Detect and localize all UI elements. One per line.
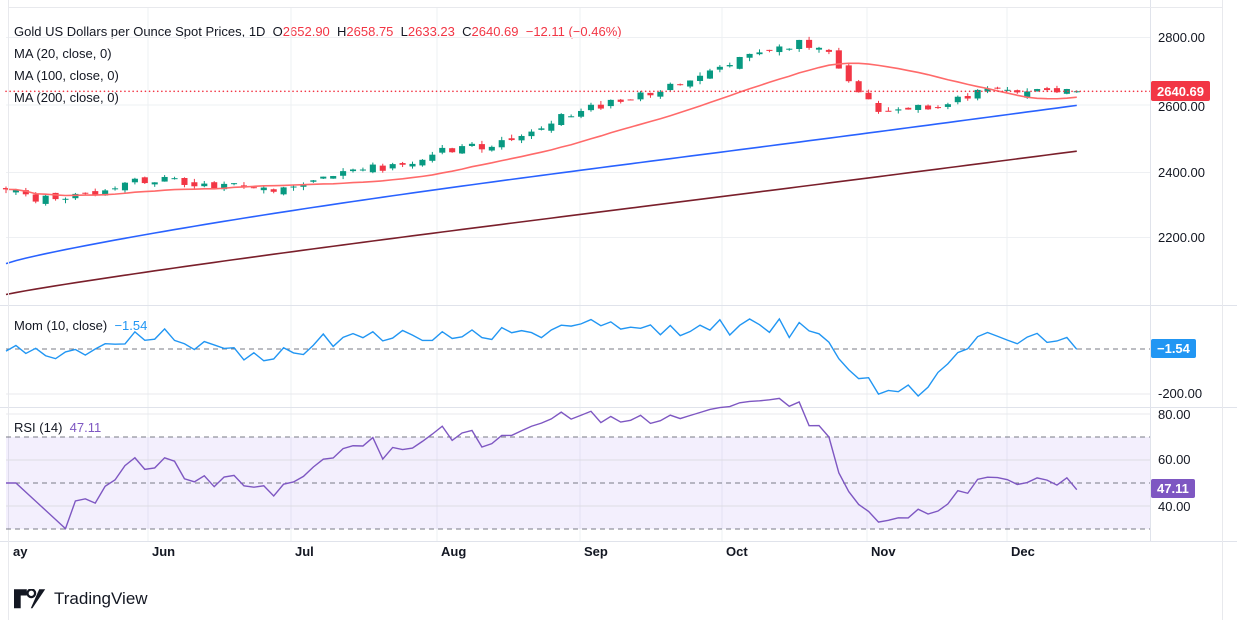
svg-text:2800.00: 2800.00 [1158,30,1205,45]
svg-text:80.00: 80.00 [1158,407,1191,422]
svg-text:2200.00: 2200.00 [1158,230,1205,245]
svg-text:2400.00: 2400.00 [1158,165,1205,180]
svg-text:40.00: 40.00 [1158,499,1191,514]
svg-text:60.00: 60.00 [1158,452,1191,467]
svg-text:-200.00: -200.00 [1158,386,1202,401]
svg-text:2600.00: 2600.00 [1158,99,1205,114]
